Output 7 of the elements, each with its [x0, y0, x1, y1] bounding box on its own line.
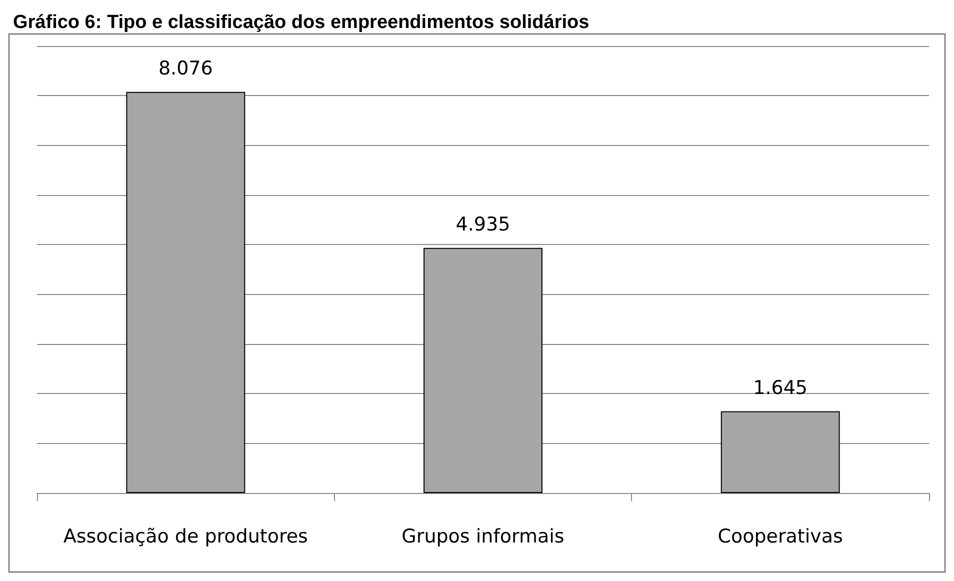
data-label: 1.645	[753, 376, 808, 399]
x-tick-label: Associação de produtores	[63, 526, 308, 548]
x-tick-label: Grupos informais	[402, 526, 564, 548]
chart-title: Gráfico 6: Tipo e classificação dos empreendimentos solidários	[13, 12, 590, 33]
data-label: 8.076	[158, 57, 213, 80]
x-tick-label: Cooperativas	[718, 526, 843, 548]
data-label: 4.935	[456, 213, 510, 236]
